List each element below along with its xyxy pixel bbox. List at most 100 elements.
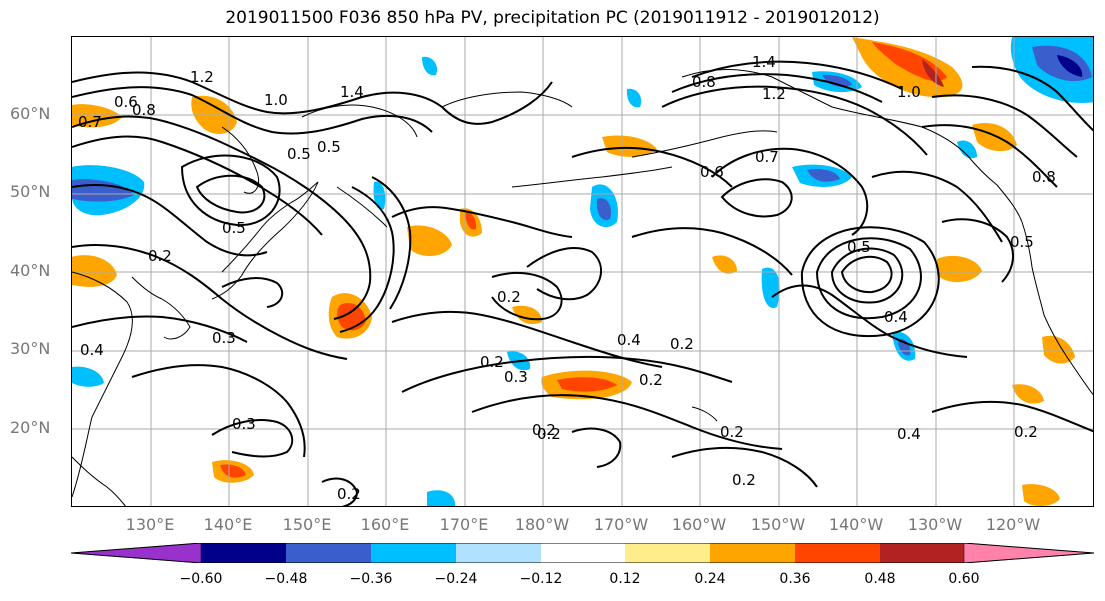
contour-label: 0.2 [670,335,694,353]
colorbar-segment [71,543,202,563]
contour-label: 0.2 [532,421,556,439]
contour [671,446,818,488]
contour [771,284,968,358]
shade-patch [72,255,117,287]
contour [72,244,348,360]
shade-patch [807,169,840,182]
colorbar-segment [371,543,456,563]
contour-label: 0.2 [537,425,561,443]
coastlines [72,69,1093,506]
coastline [72,271,133,498]
contour-label: 0.5 [287,145,311,163]
coastline [691,406,718,422]
contour-labels: 1.2 0.6 0.8 0.7 1.0 0.5 1.4 0.4 0.2 0.3 … [78,53,1056,503]
contour [971,65,1093,132]
contour [571,427,622,468]
contour [72,71,553,125]
contour [195,174,266,214]
shade-patch [972,123,1017,152]
shade-patch [427,490,455,506]
contour-label: 0.8 [1032,168,1056,186]
contour [931,94,1078,158]
lon-label: 130°W [907,515,963,534]
contour-label: 0.4 [884,308,908,326]
contour [671,73,883,103]
pv-contours [72,60,1093,506]
contour [211,419,294,458]
contour-label: 0.4 [617,331,641,349]
colorbar-tick: 0.48 [864,571,896,587]
contour [491,271,563,321]
coastline [511,166,673,188]
colorbar-segment [963,543,1094,563]
chart-title: 2019011500 F036 850 hPa PV, precipitatio… [225,8,880,28]
contour [661,85,928,156]
contour [931,400,1093,433]
contour [631,227,793,276]
shade-patch [922,59,944,87]
colorbar-segment [795,543,880,563]
lon-label: 160°W [671,515,727,534]
contour-label: 0.3 [232,415,256,433]
contour [180,154,281,227]
colorbar-tick: −0.36 [349,571,393,587]
colorbar-tick: 0.36 [779,571,811,587]
map-canvas: 1.2 0.6 0.8 0.7 1.0 0.5 1.4 0.4 0.2 0.3 … [72,37,1093,506]
contour-label: 0.7 [78,113,102,131]
shade-patch [407,225,452,257]
lon-label: 140°W [828,515,884,534]
shade-patch [957,140,977,159]
contour-label: 0.6 [114,93,138,111]
lon-label: 150°E [282,515,332,534]
contour [720,178,793,218]
colorbar-tick: −0.60 [179,571,223,587]
contour-label: 0.8 [132,101,156,119]
contour [391,206,573,238]
contour [526,247,602,301]
lon-label: 130°E [125,515,175,534]
contour-label: 0.5 [847,238,871,256]
colorbar-tick: −0.48 [264,571,308,587]
contour-label: 0.6 [700,163,724,181]
contour-label: 1.2 [190,68,214,86]
shade-patch [626,88,642,108]
shade-patch [422,56,438,76]
colorbar-segment [880,543,964,563]
contour-label: 1.4 [752,53,776,71]
colorbar-tick: 0.24 [694,571,726,587]
contour [72,115,372,320]
contour [815,237,922,320]
lon-label: 180°W [514,515,570,534]
shade-patch [712,255,737,274]
shade-patch [557,377,617,392]
precip-shading [72,37,1093,506]
contour-label: 1.0 [264,91,288,109]
contour-label: 0.2 [639,371,663,389]
contour [800,226,940,338]
coastline [681,69,968,156]
contour-label: 0.5 [222,219,246,237]
lat-label: 40°N [10,261,51,280]
shade-patch [1042,335,1075,364]
coastline [72,456,127,506]
contour-label: 0.5 [1010,233,1034,251]
colorbar-segment [456,543,541,563]
contour [72,315,248,343]
contour [941,218,1014,283]
contour-label: 1.4 [340,83,364,101]
shade-patch [465,212,477,230]
contour-label: 0.8 [692,73,716,91]
colorbar-segment [286,543,371,563]
colorbar-tick: −0.24 [434,571,478,587]
colorbar-segment [625,543,710,563]
coastline [131,276,191,340]
colorbar-segment [710,543,795,563]
shade-patch [220,464,246,478]
coastline [631,130,778,158]
lon-label: 150°W [750,515,806,534]
contour [871,170,1003,243]
contour-label: 0.4 [897,425,921,443]
lat-label: 50°N [10,182,51,201]
lon-label: 170°W [593,515,649,534]
contour-label: 1.2 [762,85,786,103]
